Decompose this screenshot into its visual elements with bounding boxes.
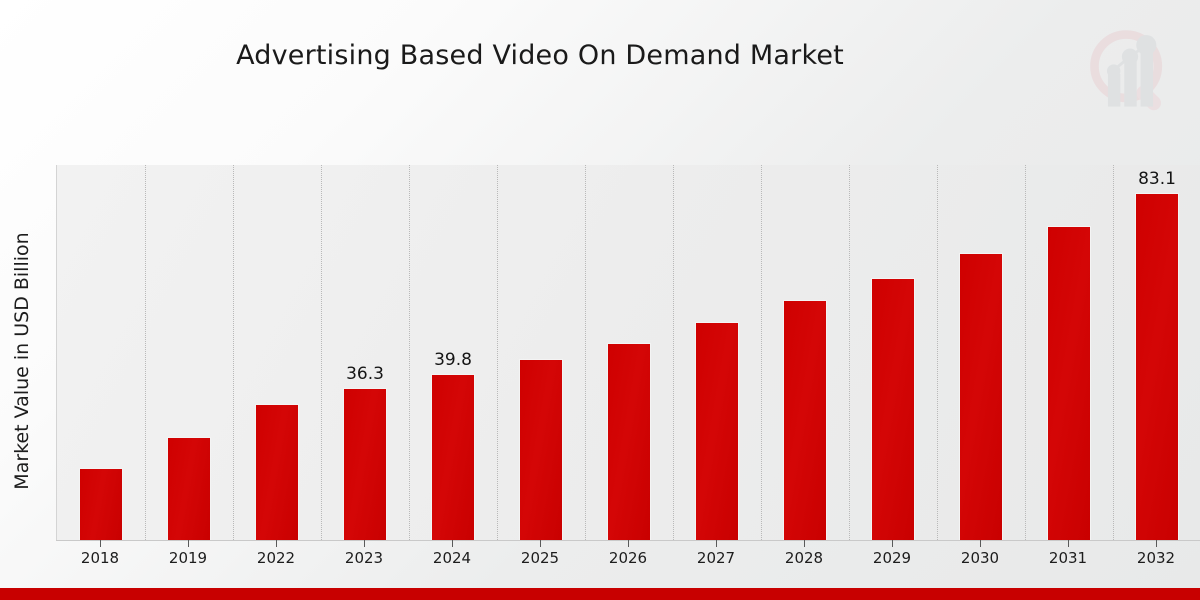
x-tick-label-2030: 2030 [960, 549, 1000, 567]
bar-2031[interactable] [1047, 226, 1091, 540]
bar-2022[interactable] [255, 404, 299, 540]
x-tick-label-2022: 2022 [256, 549, 296, 567]
x-tick-label-2031: 2031 [1048, 549, 1088, 567]
tick-mark [1068, 540, 1069, 547]
tick-mark [1156, 540, 1157, 547]
bar-slot [585, 165, 673, 540]
bottom-accent-bar [0, 588, 1200, 600]
bar-slot [761, 165, 849, 540]
tick-slot [936, 540, 1024, 548]
bar-series: 36.3 39.8 83.1 [57, 165, 1200, 540]
tick-slot [320, 540, 408, 548]
bar-2028[interactable] [783, 300, 827, 540]
x-tick-label-2029: 2029 [872, 549, 912, 567]
tick-mark [364, 540, 365, 547]
x-tick-label-2023: 2023 [344, 549, 384, 567]
tick-slot [1112, 540, 1200, 548]
bar-slot [497, 165, 585, 540]
tick-slot [848, 540, 936, 548]
bar-2025[interactable] [519, 359, 563, 540]
bar-slot: 36.3 [321, 165, 409, 540]
tick-mark [804, 540, 805, 547]
x-tick-label-2024: 2024 [432, 549, 472, 567]
x-tick-label-2025: 2025 [520, 549, 560, 567]
x-tick-label-2026: 2026 [608, 549, 648, 567]
x-tick-label-2027: 2027 [696, 549, 736, 567]
tick-mark [100, 540, 101, 547]
y-axis-label: Market Value in USD Billion [11, 232, 33, 490]
bar-2018[interactable] [79, 468, 123, 540]
tick-slot [760, 540, 848, 548]
tick-slot [584, 540, 672, 548]
bar-slot [1025, 165, 1113, 540]
magnifier-bar-chart-logo-icon [1090, 30, 1163, 111]
bar-slot [849, 165, 937, 540]
tick-mark [188, 540, 189, 547]
bar-2023[interactable] [343, 388, 387, 540]
tick-mark [716, 540, 717, 547]
x-axis-tick-labels: 2018 2019 2022 2023 2024 2025 2026 2027 2028 2029… [56, 549, 1200, 567]
bar-slot [57, 165, 145, 540]
bar-value-label-2023: 36.3 [346, 364, 384, 384]
tick-mark [980, 540, 981, 547]
bar-2032[interactable] [1135, 193, 1179, 540]
tick-slot [408, 540, 496, 548]
page-title: Advertising Based Video On Demand Market [236, 40, 844, 71]
x-axis-ticks [56, 540, 1200, 548]
tick-slot [672, 540, 760, 548]
tick-slot [56, 540, 144, 548]
bar-2024[interactable] [431, 374, 475, 540]
tick-slot [232, 540, 320, 548]
tick-slot [144, 540, 232, 548]
tick-mark [892, 540, 893, 547]
x-tick-label-2032: 2032 [1136, 549, 1176, 567]
bar-slot [673, 165, 761, 540]
tick-mark [452, 540, 453, 547]
bar-value-label-2024: 39.8 [434, 350, 472, 370]
tick-mark [540, 540, 541, 547]
tick-slot [496, 540, 584, 548]
bar-slot [145, 165, 233, 540]
bar-2026[interactable] [607, 343, 651, 540]
bar-slot: 39.8 [409, 165, 497, 540]
bar-slot [937, 165, 1025, 540]
tick-mark [276, 540, 277, 547]
bar-slot: 83.1 [1113, 165, 1200, 540]
x-tick-label-2019: 2019 [168, 549, 208, 567]
bar-2030[interactable] [959, 253, 1003, 540]
x-tick-label-2028: 2028 [784, 549, 824, 567]
x-tick-label-2018: 2018 [80, 549, 120, 567]
tick-mark [628, 540, 629, 547]
bar-slot [233, 165, 321, 540]
bar-2029[interactable] [871, 278, 915, 540]
bar-2027[interactable] [695, 322, 739, 540]
plot-area: 36.3 39.8 83.1 [56, 165, 1200, 540]
bar-2019[interactable] [167, 437, 211, 540]
bar-value-label-2032: 83.1 [1138, 169, 1176, 189]
tick-slot [1024, 540, 1112, 548]
